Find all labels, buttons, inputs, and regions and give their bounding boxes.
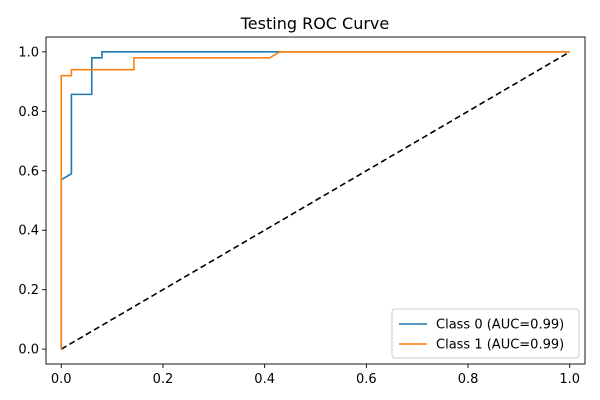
legend-label-class-1: Class 1 (AUC=0.99) xyxy=(436,338,564,353)
series-line-class-0 xyxy=(60,51,570,350)
x-tick-label: 0.4 xyxy=(254,372,275,387)
x-tick-label: 0.2 xyxy=(153,372,174,387)
plot-frame xyxy=(45,36,586,365)
y-tick-label: 0.6 xyxy=(18,164,39,179)
y-tick-label: 0.2 xyxy=(18,283,39,298)
legend: Class 0 (AUC=0.99) Class 1 (AUC=0.99) xyxy=(391,308,580,359)
x-tick-label: 0.0 xyxy=(51,372,72,387)
axes-layer: 0.0 0.2 0.4 0.6 0.8 1.0 0.0 0.2 0.4 0.6 0.8 1.0 xyxy=(18,36,586,387)
y-tick-label: 1.0 xyxy=(18,45,39,60)
x-tick-label: 0.8 xyxy=(458,372,479,387)
y-tick-label: 0.0 xyxy=(18,343,39,358)
legend-label-class-0: Class 0 (AUC=0.99) xyxy=(436,318,564,333)
legend-box xyxy=(391,308,580,359)
series-line-class-1 xyxy=(60,51,570,350)
x-tick-label: 1.0 xyxy=(559,372,580,387)
chance-reference-line xyxy=(60,51,571,350)
y-tick-label: 0.8 xyxy=(18,105,39,120)
y-tick-label: 0.4 xyxy=(18,224,39,239)
x-tick-label: 0.6 xyxy=(356,372,377,387)
chart-title: Testing ROC Curve xyxy=(240,14,390,33)
plot-area xyxy=(60,51,571,350)
